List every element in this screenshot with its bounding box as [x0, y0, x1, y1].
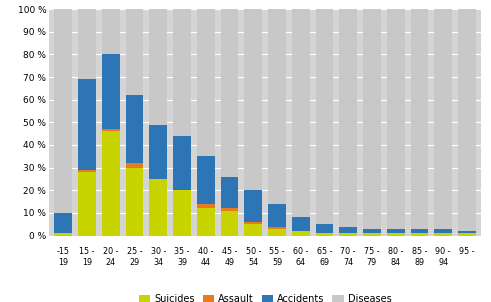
Text: 64: 64 — [296, 258, 306, 267]
Text: 80 -: 80 - — [388, 247, 404, 256]
Bar — [363, 229, 381, 233]
Text: 39: 39 — [177, 258, 187, 267]
Bar — [126, 9, 143, 95]
Text: 69: 69 — [320, 258, 329, 267]
Text: 60 -: 60 - — [293, 247, 308, 256]
Bar — [435, 9, 452, 229]
Bar — [339, 233, 357, 236]
Bar — [102, 129, 120, 131]
Bar — [173, 190, 191, 236]
Text: 29: 29 — [130, 258, 140, 267]
Text: 59: 59 — [272, 258, 282, 267]
Text: 44: 44 — [201, 258, 211, 267]
Text: 34: 34 — [153, 258, 164, 267]
Text: 50 -: 50 - — [246, 247, 261, 256]
Bar — [55, 233, 72, 236]
Text: 19: 19 — [82, 258, 92, 267]
Bar — [78, 9, 96, 79]
Bar — [410, 9, 428, 229]
Bar — [55, 9, 72, 213]
Text: 24: 24 — [106, 258, 116, 267]
Bar — [126, 95, 143, 163]
Bar — [316, 233, 333, 236]
Bar — [102, 131, 120, 236]
Bar — [245, 224, 262, 236]
Bar — [410, 229, 428, 233]
Text: 54: 54 — [248, 258, 258, 267]
Bar — [173, 9, 191, 136]
Text: 40 -: 40 - — [198, 247, 214, 256]
Bar — [78, 79, 96, 170]
Text: 25 -: 25 - — [127, 247, 142, 256]
Bar — [197, 204, 215, 208]
Bar — [363, 233, 381, 236]
Text: 49: 49 — [224, 258, 235, 267]
Bar — [149, 179, 167, 236]
Text: -15: -15 — [57, 247, 70, 256]
Bar — [245, 9, 262, 190]
Bar — [458, 9, 476, 231]
Text: 94: 94 — [438, 258, 448, 267]
Bar — [220, 211, 239, 236]
Bar — [149, 9, 167, 124]
Bar — [292, 217, 310, 231]
Bar — [458, 233, 476, 236]
Bar — [435, 229, 452, 233]
Bar — [220, 177, 239, 208]
Bar — [102, 54, 120, 129]
Text: 65 -: 65 - — [317, 247, 332, 256]
Bar — [102, 9, 120, 54]
Text: 45 -: 45 - — [222, 247, 237, 256]
Text: 75 -: 75 - — [364, 247, 380, 256]
Bar — [149, 124, 167, 179]
Bar — [220, 9, 239, 177]
Bar — [245, 222, 262, 224]
Bar — [410, 233, 428, 236]
Bar — [268, 226, 286, 229]
Text: 89: 89 — [414, 258, 425, 267]
Bar — [316, 9, 333, 224]
Bar — [78, 172, 96, 236]
Text: 20 -: 20 - — [103, 247, 118, 256]
Bar — [316, 224, 333, 233]
Bar — [245, 190, 262, 222]
Bar — [197, 156, 215, 204]
Bar — [339, 226, 357, 233]
Bar — [78, 170, 96, 172]
Bar — [458, 231, 476, 233]
Bar — [387, 233, 405, 236]
Bar — [173, 136, 191, 190]
Bar — [268, 9, 286, 204]
Bar — [387, 229, 405, 233]
Text: 15 -: 15 - — [80, 247, 95, 256]
Text: 84: 84 — [391, 258, 401, 267]
Bar — [55, 213, 72, 233]
Bar — [339, 9, 357, 226]
Bar — [268, 229, 286, 236]
Text: 85 -: 85 - — [412, 247, 427, 256]
Text: 55 -: 55 - — [269, 247, 285, 256]
Bar — [268, 204, 286, 226]
Bar — [197, 9, 215, 156]
Bar — [220, 208, 239, 211]
Bar — [197, 208, 215, 236]
Bar — [292, 231, 310, 236]
Text: 35 -: 35 - — [174, 247, 190, 256]
Bar — [363, 9, 381, 229]
Text: 95 -: 95 - — [459, 247, 475, 256]
Text: 30 -: 30 - — [151, 247, 166, 256]
Bar — [387, 9, 405, 229]
Bar — [292, 9, 310, 217]
Text: 74: 74 — [343, 258, 354, 267]
Text: 19: 19 — [58, 258, 68, 267]
Text: 79: 79 — [367, 258, 377, 267]
Bar — [435, 233, 452, 236]
Bar — [126, 168, 143, 236]
Legend: Suicides, Assault, Accidents, Diseases: Suicides, Assault, Accidents, Diseases — [135, 290, 395, 302]
Bar — [126, 163, 143, 168]
Text: 70 -: 70 - — [340, 247, 356, 256]
Text: 90 -: 90 - — [436, 247, 451, 256]
